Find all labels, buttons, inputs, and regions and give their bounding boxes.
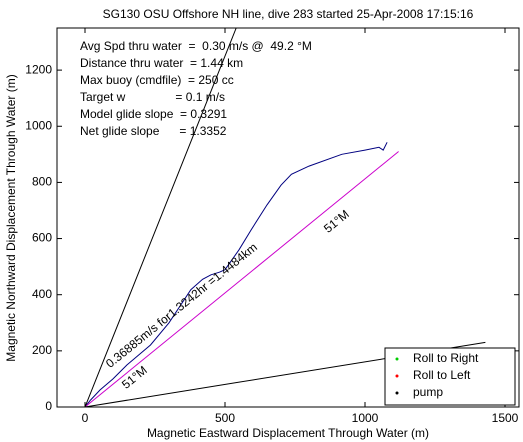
stat-text: Net glide slope = 1.3352	[80, 124, 227, 138]
stat-text: Distance thru water = 1.44 km	[80, 56, 243, 70]
legend-label: pump	[413, 385, 443, 399]
legend-marker	[395, 391, 399, 395]
y-axis-label: Magnetic Northward Displacement Through …	[4, 74, 18, 361]
stat-text: Max buoy (cmdfile) = 250 cc	[80, 73, 234, 87]
stat-text: Target w = 0.1 m/s	[80, 90, 225, 104]
x-tick-label: 500	[215, 411, 235, 425]
x-tick-label: 0	[82, 411, 89, 425]
y-tick-label: 1000	[25, 118, 52, 132]
y-tick-label: 200	[32, 343, 52, 357]
stat-text: Avg Spd thru water = 0.30 m/s @ 49.2 °M	[80, 39, 312, 53]
legend-marker	[395, 374, 399, 378]
legend-marker	[395, 357, 399, 361]
legend-label: Roll to Left	[413, 368, 471, 382]
x-axis-label: Magnetic Eastward Displacement Through W…	[147, 426, 429, 440]
x-tick-label: 1500	[492, 411, 519, 425]
y-tick-label: 1200	[25, 62, 52, 76]
plot-frame	[56, 27, 520, 408]
x-tick-label: 1000	[352, 411, 379, 425]
legend-label: Roll to Right	[413, 351, 479, 365]
y-tick-label: 600	[32, 231, 52, 245]
track-line	[84, 28, 237, 407]
track-line	[84, 151, 399, 407]
y-tick-label: 400	[32, 287, 52, 301]
track-line	[84, 142, 388, 407]
y-tick-label: 800	[32, 175, 52, 189]
legend-box	[384, 347, 516, 406]
stat-text: Model glide slope = 0.3291	[80, 107, 227, 121]
chart-title: SG130 OSU Offshore NH line, dive 283 sta…	[103, 7, 474, 21]
y-tick-label: 0	[45, 399, 52, 413]
